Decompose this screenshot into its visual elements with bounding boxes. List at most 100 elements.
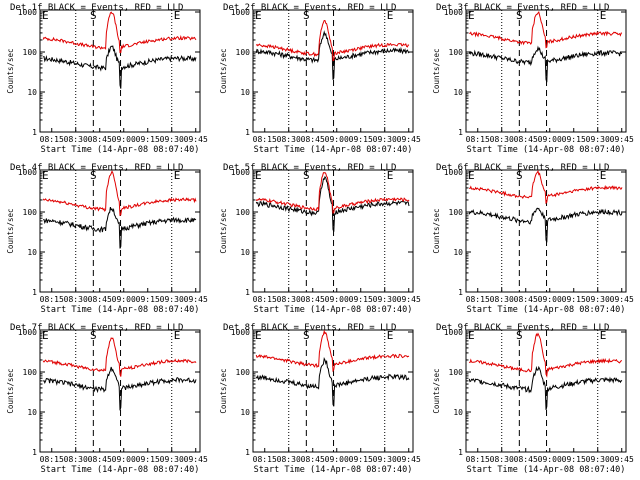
x-tick-label: 09:15 [136, 455, 160, 464]
marker-E-left: E [468, 329, 475, 342]
x-axis-label: Start Time (14-Apr-08 08:07:40) [254, 465, 413, 475]
panel-det-3f: Det 3f BLACK = Events, RED = LLD 1 10 100 10… [432, 3, 634, 155]
series-events-line [255, 175, 410, 232]
y-tick-label: 1000 [18, 168, 37, 177]
plot-frame [252, 169, 414, 293]
panel-det-6f: Det 6f BLACK = Events, RED = LLD 1 10 100 10… [432, 163, 634, 315]
x-tick-label: 08:30 [277, 135, 301, 144]
y-tick-label: 10 [240, 408, 250, 417]
x-tick-label: 08:45 [88, 135, 112, 144]
x-tick-label: 09:45 [397, 455, 421, 464]
marker-S: S [90, 169, 97, 182]
series-events-line [468, 207, 623, 243]
x-tick-label: 09:30 [160, 135, 184, 144]
y-tick-label: 1000 [18, 328, 37, 337]
x-tick-label: 09:45 [397, 295, 421, 304]
y-axis-label: Counts/sec [6, 368, 15, 413]
panel-title: Det 9f BLACK = Events, RED = LLD [436, 323, 609, 333]
y-tick-label: 1 [458, 288, 463, 297]
x-axis-label: Start Time (14-Apr-08 08:07:40) [41, 465, 200, 475]
y-tick-label: 1000 [444, 328, 463, 337]
x-tick-label: 08:15 [40, 455, 64, 464]
x-tick-label: 08:45 [301, 295, 325, 304]
y-tick-label: 100 [449, 368, 464, 377]
plot-frame [465, 9, 627, 133]
x-tick-label: 08:30 [64, 295, 88, 304]
y-tick-label: 10 [240, 88, 250, 97]
x-axis-label: Start Time (14-Apr-08 08:07:40) [254, 145, 413, 155]
y-tick-label: 1000 [231, 8, 250, 17]
series-events-line [255, 356, 410, 407]
y-tick-label: 100 [23, 368, 38, 377]
marker-E-left: E [468, 169, 475, 182]
x-tick-label: 09:15 [562, 455, 586, 464]
x-tick-label: 09:30 [373, 295, 397, 304]
marker-E-left: E [468, 9, 475, 22]
series-lld-line [255, 329, 410, 373]
marker-S: S [303, 169, 310, 182]
y-axis-label: Counts/sec [219, 48, 228, 93]
marker-E-left: E [255, 9, 262, 22]
series-events-line [255, 30, 410, 80]
marker-S: S [90, 9, 97, 22]
x-axis-label: Start Time (14-Apr-08 08:07:40) [467, 305, 626, 315]
plot-frame [465, 169, 627, 293]
panel-title: Det 5f BLACK = Events, RED = LLD [223, 163, 396, 173]
x-tick-label: 09:30 [586, 135, 610, 144]
y-axis-label: Counts/sec [219, 368, 228, 413]
series-lld-line [255, 19, 410, 62]
plot-frame [465, 329, 627, 453]
y-tick-label: 1 [32, 288, 37, 297]
series-lld-line [469, 332, 622, 378]
panel-det-9f: Det 9f BLACK = Events, RED = LLD 1 10 100 10… [432, 323, 634, 475]
y-tick-label: 1000 [231, 168, 250, 177]
x-tick-label: 09:00 [538, 295, 562, 304]
y-tick-label: 1 [245, 448, 250, 457]
plot-frame [252, 329, 414, 453]
panel-title: Det 4f BLACK = Events, RED = LLD [10, 163, 183, 173]
series-events-line [468, 365, 623, 411]
panel-title: Det 8f BLACK = Events, RED = LLD [223, 323, 396, 333]
x-tick-label: 09:00 [112, 455, 136, 464]
x-tick-label: 08:45 [301, 135, 325, 144]
y-tick-label: 10 [240, 248, 250, 257]
x-tick-label: 09:45 [610, 455, 634, 464]
y-tick-label: 100 [449, 48, 464, 57]
y-tick-label: 1 [245, 288, 250, 297]
x-tick-label: 08:15 [253, 135, 277, 144]
x-tick-label: 08:30 [490, 135, 514, 144]
x-tick-label: 09:45 [610, 295, 634, 304]
panel-det-4f: Det 4f BLACK = Events, RED = LLD 1 10 100 10… [6, 163, 208, 315]
x-tick-label: 09:15 [562, 295, 586, 304]
x-tick-label: 08:15 [466, 295, 490, 304]
x-tick-label: 09:30 [160, 455, 184, 464]
y-tick-label: 100 [236, 48, 251, 57]
y-tick-label: 10 [27, 408, 37, 417]
x-tick-label: 09:15 [562, 135, 586, 144]
x-tick-label: 09:00 [325, 135, 349, 144]
x-tick-label: 08:45 [514, 135, 538, 144]
panel-title: Det 6f BLACK = Events, RED = LLD [436, 163, 609, 173]
x-tick-label: 09:00 [538, 135, 562, 144]
marker-E: E [174, 329, 181, 342]
y-tick-label: 1000 [444, 168, 463, 177]
marker-S: S [516, 329, 523, 342]
series-events-line [43, 206, 197, 249]
x-tick-label: 09:45 [397, 135, 421, 144]
x-tick-label: 09:00 [325, 455, 349, 464]
y-tick-label: 100 [236, 208, 251, 217]
y-axis-label: Counts/sec [6, 208, 15, 253]
y-axis-label: Counts/sec [432, 368, 441, 413]
plot-frame [252, 9, 414, 133]
marker-E-left: E [42, 329, 49, 342]
y-tick-label: 1 [32, 448, 37, 457]
y-axis-label: Counts/sec [219, 208, 228, 253]
x-axis-label: Start Time (14-Apr-08 08:07:40) [467, 145, 626, 155]
panel-det-5f: Det 5f BLACK = Events, RED = LLD 1 10 100 10… [219, 163, 421, 315]
marker-E-left: E [255, 329, 262, 342]
plot-frame [39, 9, 201, 133]
x-tick-label: 09:30 [586, 455, 610, 464]
marker-S: S [516, 169, 523, 182]
x-tick-label: 08:15 [253, 295, 277, 304]
